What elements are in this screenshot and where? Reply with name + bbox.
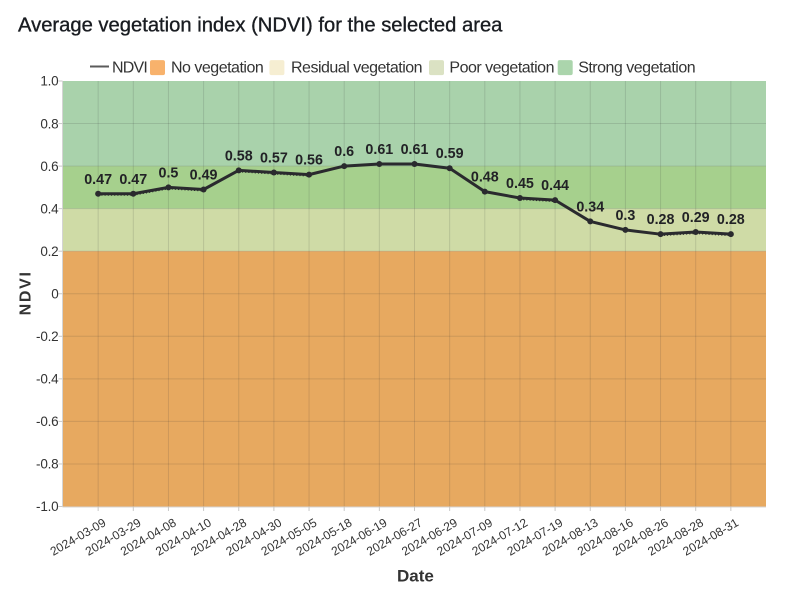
svg-text:0.4: 0.4: [40, 201, 59, 216]
svg-text:NDVI: NDVI: [18, 270, 35, 315]
svg-text:0.47: 0.47: [84, 172, 112, 188]
svg-text:0.28: 0.28: [647, 212, 675, 228]
svg-text:0: 0: [51, 286, 58, 301]
svg-text:0.6: 0.6: [40, 159, 58, 174]
svg-text:-0.2: -0.2: [36, 329, 58, 344]
svg-text:0.44: 0.44: [541, 178, 569, 194]
svg-text:0.2: 0.2: [40, 244, 58, 259]
svg-text:0.61: 0.61: [365, 142, 393, 158]
svg-text:0.8: 0.8: [40, 116, 58, 131]
svg-text:0.47: 0.47: [119, 172, 147, 188]
svg-text:Average vegetation index (NDVI: Average vegetation index (NDVI) for the …: [18, 15, 503, 37]
svg-text:0.28: 0.28: [717, 212, 745, 228]
svg-text:0.59: 0.59: [436, 146, 464, 162]
svg-text:Strong vegetation: Strong vegetation: [578, 60, 695, 77]
svg-text:-0.4: -0.4: [36, 372, 59, 387]
svg-text:0.29: 0.29: [682, 210, 710, 226]
svg-text:-0.6: -0.6: [36, 414, 58, 429]
svg-text:0.49: 0.49: [190, 168, 218, 184]
svg-text:1.0: 1.0: [40, 74, 58, 89]
svg-text:0.48: 0.48: [471, 170, 499, 186]
svg-text:0.56: 0.56: [295, 153, 323, 169]
svg-text:0.3: 0.3: [615, 208, 635, 224]
svg-text:0.58: 0.58: [225, 148, 253, 164]
svg-text:Date: Date: [397, 567, 434, 586]
svg-text:Residual vegetation: Residual vegetation: [291, 60, 422, 77]
svg-text:No vegetation: No vegetation: [171, 60, 263, 77]
svg-text:0.45: 0.45: [506, 176, 534, 192]
svg-text:0.34: 0.34: [576, 199, 604, 215]
svg-text:0.5: 0.5: [159, 165, 179, 181]
svg-text:Poor vegetation: Poor vegetation: [449, 60, 554, 77]
svg-text:NDVI: NDVI: [112, 60, 147, 77]
svg-text:0.6: 0.6: [334, 144, 354, 160]
svg-text:-0.8: -0.8: [36, 457, 58, 472]
svg-text:0.57: 0.57: [260, 150, 288, 166]
svg-text:-1.0: -1.0: [36, 499, 58, 514]
svg-text:0.61: 0.61: [401, 142, 429, 158]
